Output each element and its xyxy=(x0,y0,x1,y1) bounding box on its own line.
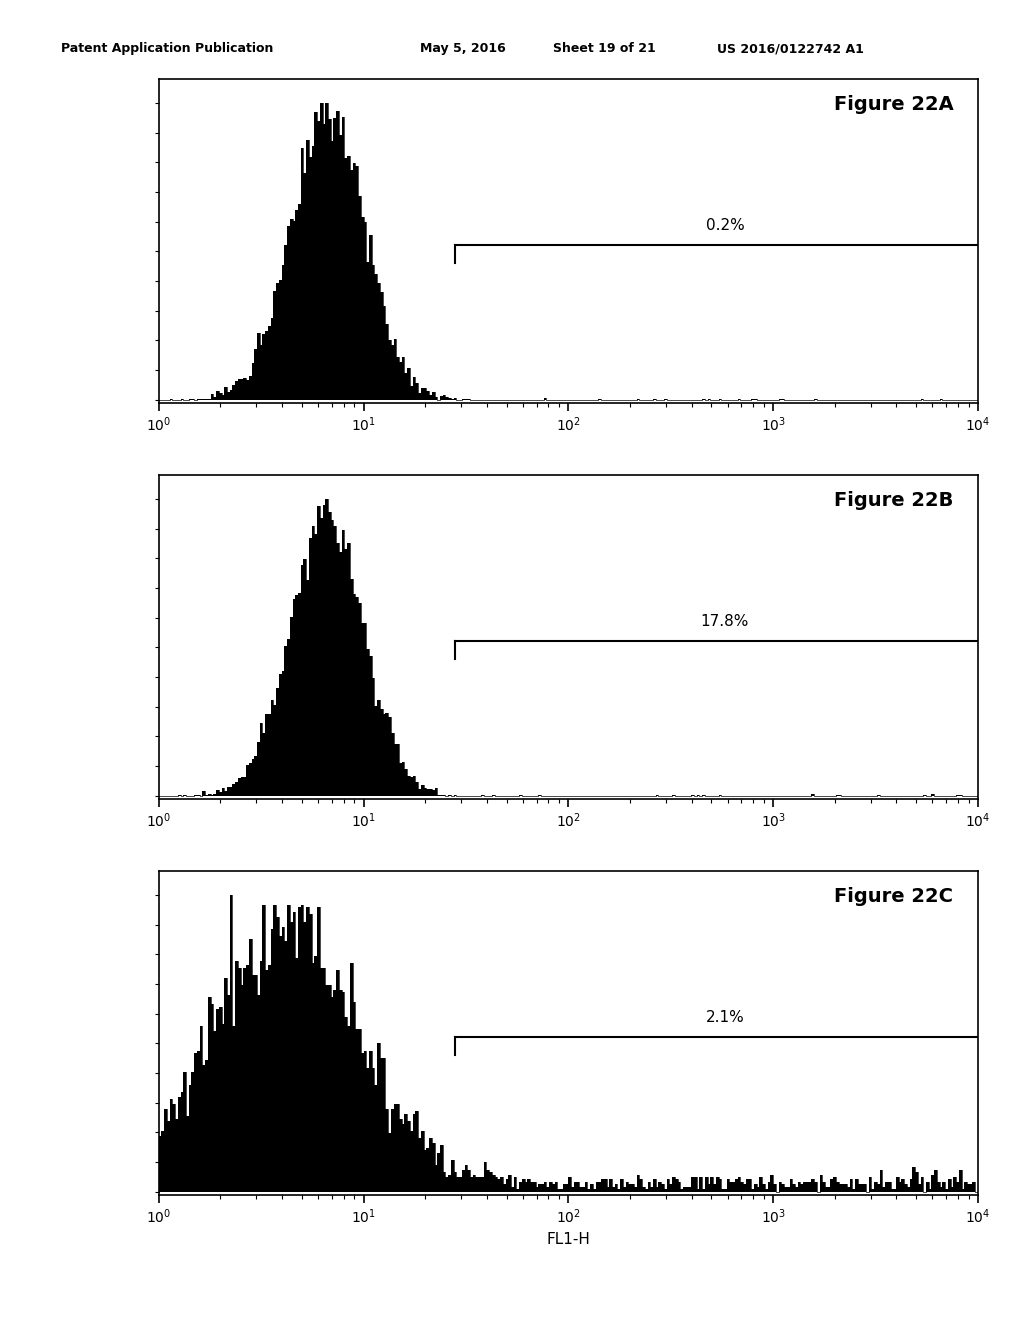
Text: May 5, 2016: May 5, 2016 xyxy=(420,42,506,55)
X-axis label: FL1-H: FL1-H xyxy=(547,1232,590,1247)
Text: 17.8%: 17.8% xyxy=(700,615,750,630)
Text: Figure 22C: Figure 22C xyxy=(835,887,953,907)
Text: 0.2%: 0.2% xyxy=(706,219,744,234)
Text: Patent Application Publication: Patent Application Publication xyxy=(61,42,273,55)
Text: Sheet 19 of 21: Sheet 19 of 21 xyxy=(553,42,655,55)
Text: Figure 22B: Figure 22B xyxy=(834,491,953,511)
Polygon shape xyxy=(159,103,978,400)
Polygon shape xyxy=(159,499,978,796)
Text: 2.1%: 2.1% xyxy=(706,1011,744,1026)
Text: US 2016/0122742 A1: US 2016/0122742 A1 xyxy=(717,42,863,55)
Polygon shape xyxy=(159,895,978,1192)
Text: Figure 22A: Figure 22A xyxy=(834,95,953,115)
